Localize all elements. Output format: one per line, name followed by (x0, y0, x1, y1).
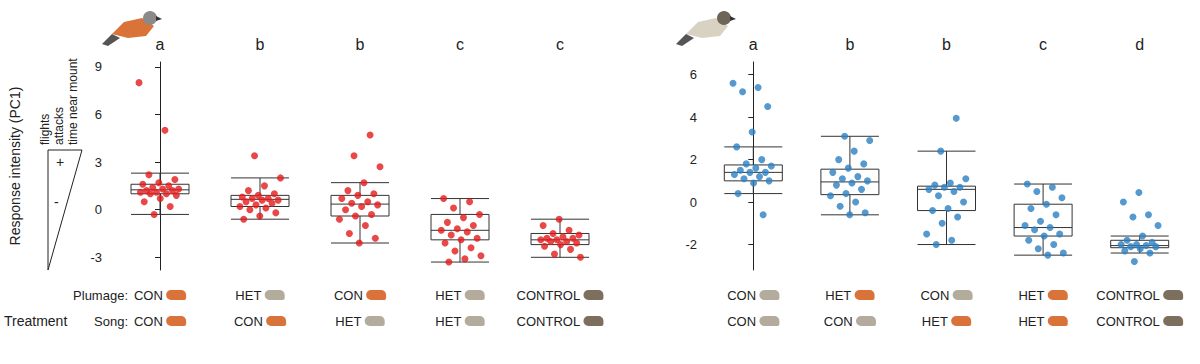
svg-text:9: 9 (95, 59, 102, 74)
svg-text:c: c (1039, 36, 1047, 53)
svg-text:d: d (1135, 36, 1144, 53)
svg-text:HET: HET (435, 288, 461, 303)
svg-text:3: 3 (95, 155, 102, 170)
svg-text:HET: HET (1018, 288, 1044, 303)
svg-text:b: b (356, 36, 365, 53)
svg-text:c: c (456, 36, 464, 53)
svg-text:Song:: Song: (94, 314, 128, 329)
svg-text:6: 6 (690, 67, 697, 82)
svg-text:CON: CON (824, 314, 853, 329)
svg-text:HET: HET (1018, 314, 1044, 329)
svg-text:CONTROL: CONTROL (517, 314, 581, 329)
svg-text:HET: HET (435, 314, 461, 329)
svg-text:0: 0 (690, 195, 697, 210)
svg-text:CON: CON (920, 288, 949, 303)
svg-text:b: b (942, 36, 951, 53)
svg-text:CONTROL: CONTROL (517, 288, 581, 303)
svg-text:time near mount: time near mount (66, 58, 80, 145)
svg-text:CON: CON (727, 288, 756, 303)
svg-text:CON: CON (334, 288, 363, 303)
svg-text:a: a (156, 36, 165, 53)
svg-text:CON: CON (234, 314, 263, 329)
svg-text:-: - (54, 194, 59, 210)
svg-text:Response intensity (PC1): Response intensity (PC1) (7, 87, 23, 246)
svg-text:a: a (749, 36, 758, 53)
svg-text:HET: HET (922, 314, 948, 329)
svg-text:CON: CON (134, 288, 163, 303)
svg-text:2: 2 (690, 152, 697, 167)
svg-text:CON: CON (134, 314, 163, 329)
svg-text:Plumage:: Plumage: (73, 288, 128, 303)
svg-text:c: c (556, 36, 564, 53)
svg-text:HET: HET (235, 288, 261, 303)
svg-text:b: b (845, 36, 854, 53)
svg-text:attacks: attacks (52, 107, 66, 145)
svg-text:0: 0 (95, 202, 102, 217)
svg-text:b: b (256, 36, 265, 53)
svg-text:CONTROL: CONTROL (1096, 314, 1160, 329)
svg-text:CON: CON (727, 314, 756, 329)
svg-text:4: 4 (690, 110, 697, 125)
svg-text:CONTROL: CONTROL (1096, 288, 1160, 303)
svg-text:HET: HET (335, 314, 361, 329)
svg-text:-3: -3 (90, 250, 102, 265)
svg-text:+: + (56, 154, 64, 170)
svg-text:flights: flights (38, 114, 52, 145)
svg-text:HET: HET (825, 288, 851, 303)
svg-text:-2: -2 (685, 237, 697, 252)
svg-text:6: 6 (95, 107, 102, 122)
svg-text:Treatment: Treatment (4, 313, 67, 329)
